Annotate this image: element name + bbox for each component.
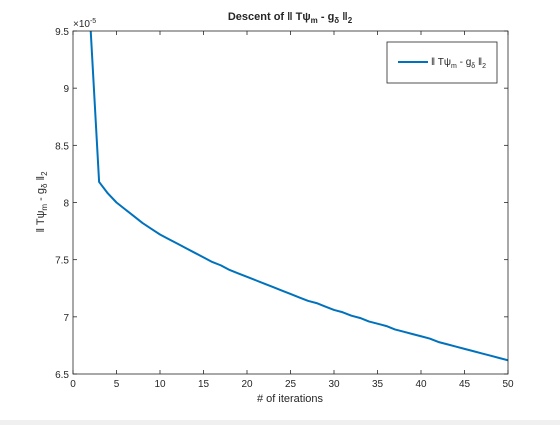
chart-title: Descent of ‖ Tψm - gδ ‖2 xyxy=(228,11,353,25)
y-axis-ticks: 6.5 7 7.5 8 8.5 9 9.5 xyxy=(55,27,508,381)
x-axis-ticks: 0 5 10 15 20 25 30 35 40 45 50 xyxy=(70,31,514,390)
y-tick-label: 8 xyxy=(63,199,69,210)
y-tick-label: 9 xyxy=(63,84,69,95)
x-tick-label: 45 xyxy=(459,379,471,390)
series-line-0 xyxy=(89,31,508,362)
y-tick-label: 7.5 xyxy=(55,256,69,267)
y-tick-label: 8.5 xyxy=(55,141,69,152)
y-tick-label: 9.5 xyxy=(55,27,69,38)
x-tick-label: 20 xyxy=(241,379,253,390)
y-tick-label: 6.5 xyxy=(55,370,69,381)
plot-area xyxy=(73,31,508,374)
x-tick-label: 25 xyxy=(285,379,297,390)
legend-entry-label: ‖ Tψm - gδ ‖2 xyxy=(431,57,486,70)
x-tick-label: 10 xyxy=(154,379,166,390)
x-tick-label: 15 xyxy=(198,379,210,390)
y-tick-label: 7 xyxy=(63,313,69,324)
x-tick-label: 0 xyxy=(70,379,76,390)
legend: ‖ Tψm - gδ ‖2 xyxy=(386,41,498,84)
x-tick-label: 35 xyxy=(372,379,384,390)
y-exponent-value: -5 xyxy=(90,18,96,25)
x-axis-label: # of iterations xyxy=(257,393,324,405)
x-tick-label: 30 xyxy=(328,379,340,390)
series-layer xyxy=(89,31,508,362)
y-exponent-label: ×10-5 xyxy=(73,18,96,30)
x-tick-label: 40 xyxy=(415,379,427,390)
x-tick-label: 50 xyxy=(502,379,514,390)
y-axis-label: ‖ Tψm - gδ ‖2 xyxy=(35,171,49,233)
x-tick-label: 5 xyxy=(114,379,120,390)
